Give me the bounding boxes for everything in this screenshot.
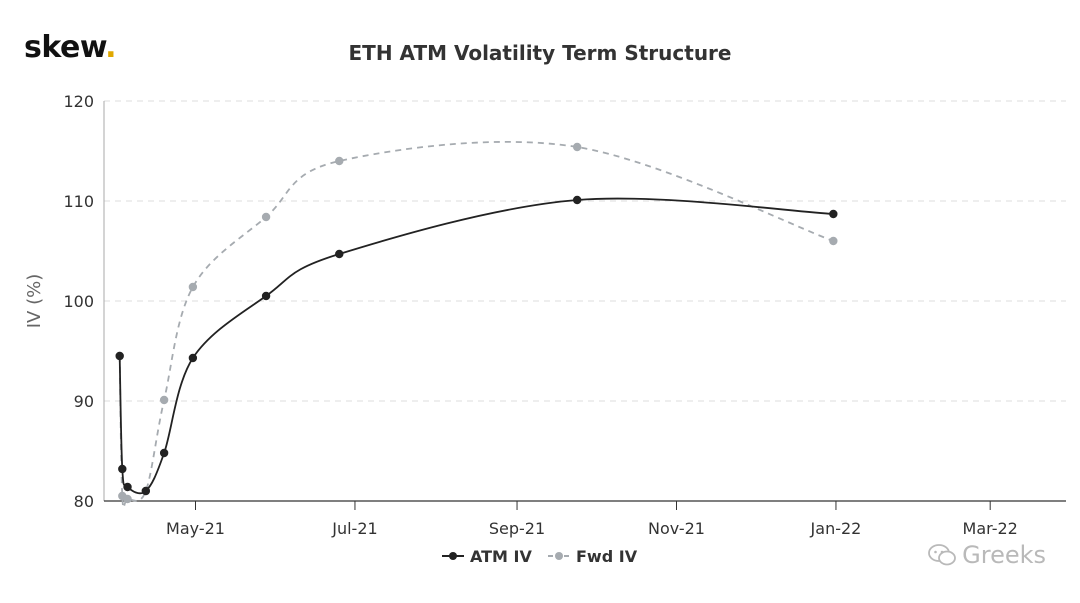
y-axis-title: IV (%): [24, 274, 45, 329]
y-tick-label: 110: [63, 192, 94, 211]
fwd-iv-point: [188, 282, 198, 292]
logo-dot: .: [105, 30, 117, 65]
y-tick-label: 100: [63, 292, 94, 311]
atm-iv-point: [118, 464, 127, 474]
fwd-iv-point: [335, 156, 344, 166]
x-tick-label: May-21: [166, 519, 225, 538]
chart-title: ETH ATM Volatility Term Structure: [349, 41, 732, 65]
atm-iv-point: [572, 195, 582, 205]
logo-text: skew: [24, 30, 106, 65]
wechat-icon: [928, 544, 957, 566]
fwd-iv-point: [123, 494, 132, 504]
grid-layer: [104, 100, 1066, 402]
x-tick-label: Mar-22: [963, 519, 1018, 538]
atm-iv-point: [159, 448, 169, 458]
fwd-iv-line: [118, 141, 834, 509]
fwd-iv-point: [829, 236, 838, 246]
x-tick-label: Jul-21: [331, 519, 377, 538]
y-tick-label: 120: [63, 92, 94, 111]
x-tick-label: Nov-21: [648, 519, 705, 538]
y-tick-label: 80: [74, 492, 94, 511]
atm-iv-point: [141, 486, 151, 496]
atm-iv-point: [261, 291, 271, 301]
atm-iv-point: [335, 249, 344, 259]
watermark: Greeks: [928, 541, 1046, 569]
atm-iv-point: [829, 209, 838, 219]
atm-iv-point: [115, 351, 124, 361]
skew-logo: skew.: [24, 30, 117, 65]
axis-layer: 80 90 100 110 120 May-21 Jul-21 Sep-21 Nov-21 Jan…: [63, 92, 1066, 538]
atm-iv-line: [118, 197, 834, 495]
legend: ATM IV Fwd IV: [442, 547, 638, 566]
series-layer: [115, 141, 838, 509]
y-tick-label: 90: [74, 392, 94, 411]
legend-atm-iv-label: ATM IV: [470, 547, 533, 566]
atm-iv-point: [123, 482, 132, 492]
x-tick-label: Sep-21: [489, 519, 545, 538]
watermark-text: Greeks: [962, 541, 1046, 569]
x-tick-label: Jan-22: [810, 519, 862, 538]
atm-iv-point: [188, 353, 198, 363]
legend-fwd-iv-label: Fwd IV: [576, 547, 638, 566]
legend-atm-iv-swatch-dot: [449, 552, 457, 560]
legend-fwd-iv-swatch-dot: [555, 552, 563, 560]
fwd-iv-point: [572, 142, 582, 152]
fwd-iv-point: [159, 395, 169, 405]
fwd-iv-point: [261, 212, 271, 222]
